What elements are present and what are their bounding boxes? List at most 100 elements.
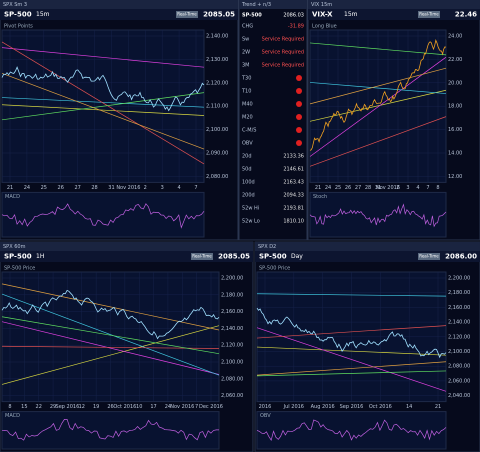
y-label: 22.00 [448, 57, 462, 63]
x-label: 12 [79, 404, 85, 410]
x-label: 24 [24, 185, 30, 191]
x-label: 7 [195, 404, 198, 410]
status-dot [296, 114, 302, 120]
lower-label: MACD [5, 413, 20, 419]
interval: 15m [36, 11, 50, 18]
trend-line [1, 47, 205, 68]
y-label: 2,090.00 [206, 151, 228, 157]
status-dot [296, 88, 302, 94]
row-label: M20 [242, 115, 253, 121]
price: 2085.05 [203, 11, 235, 19]
x-label: 2 [396, 185, 399, 191]
x-label: Sep 2016 [56, 404, 80, 410]
row-label: 20d [242, 154, 252, 160]
trend-line [256, 293, 447, 297]
mode: Real-Time [419, 254, 439, 259]
trend-line [309, 82, 447, 94]
x-label: 22 [36, 404, 42, 410]
mode: Real-Time [192, 254, 212, 259]
x-label: 4 [416, 185, 419, 191]
row-value: 2133.36 [283, 154, 304, 160]
y-label: 2,100.00 [206, 127, 228, 133]
row-label: T10 [241, 89, 251, 95]
mode-button[interactable] [176, 11, 198, 18]
title-bar [308, 0, 480, 9]
y-label: 2,200.00 [221, 276, 243, 282]
trend-line [1, 73, 205, 150]
row-label: 52w Lo [242, 219, 260, 225]
x-label: 24 [165, 404, 171, 410]
x-label: 28 [365, 185, 371, 191]
x-label: 17 [150, 404, 156, 410]
lower-label: Stoch [313, 194, 327, 200]
x-label: 25 [335, 185, 341, 191]
study-label: SP-500 Price [4, 266, 35, 272]
x-label: Nov 2016 [376, 185, 400, 191]
indicator-line [1, 418, 219, 441]
trend-line [1, 345, 220, 349]
x-label: 28 [91, 185, 97, 191]
mode: Real-Time [177, 12, 197, 17]
y-label: 2,200.00 [448, 276, 470, 282]
row-value: 2146.61 [283, 167, 304, 173]
mode-button[interactable] [191, 253, 213, 260]
study-label: SP-500 Price [259, 266, 290, 272]
x-label: 8 [436, 185, 439, 191]
mode-button[interactable] [418, 11, 440, 18]
trend-line [256, 361, 447, 376]
y-label: 12.00 [448, 174, 462, 180]
row-value: Service Required [262, 63, 304, 69]
row-label: Sw [242, 37, 249, 43]
x-label: 3 [406, 185, 409, 191]
row-label: CHG [242, 24, 253, 30]
row-label: M40 [242, 102, 253, 108]
x-label: Oct 2016 [113, 404, 136, 410]
x-label: 2 [144, 185, 147, 191]
row-value: 1810.10 [283, 219, 304, 225]
indicator-line [256, 419, 447, 441]
price: 2086.03 [283, 13, 304, 19]
trend-line [309, 42, 447, 56]
title-bar [0, 0, 238, 9]
lower-label: OBV [260, 413, 271, 419]
x-label: 4 [177, 185, 180, 191]
row-label: T30 [241, 76, 251, 82]
interval: 15m [344, 11, 358, 18]
y-label: 2,140.00 [448, 320, 470, 326]
study-label: Long Blue [312, 24, 337, 30]
y-label: 20.00 [448, 80, 462, 86]
price-line [1, 66, 205, 112]
trend-line [256, 327, 447, 392]
price: 2086.00 [445, 253, 477, 261]
x-label: 26 [345, 185, 351, 191]
price: 2085.05 [218, 253, 250, 261]
x-label: 8 [8, 404, 11, 410]
y-label: 14.00 [448, 151, 462, 157]
trend-line [1, 97, 205, 108]
trend-line [309, 67, 447, 105]
title-bar [0, 242, 253, 251]
header [308, 9, 480, 20]
x-label: 7 [194, 185, 197, 191]
interval: 1H [36, 253, 44, 260]
window-title: SPX Sm 3 [3, 2, 27, 8]
mode-button[interactable] [418, 253, 440, 260]
price-line [256, 307, 447, 359]
symbol: VIX-X [312, 11, 333, 19]
symbol: SP-500 [4, 11, 32, 19]
y-label: 2,180.00 [221, 292, 243, 298]
x-label: 26 [58, 185, 64, 191]
row-label: 52w Hi [242, 206, 259, 212]
header [0, 9, 238, 20]
y-label: 2,080.00 [221, 376, 243, 382]
x-label: 31 [375, 185, 381, 191]
y-label: 2,120.00 [448, 334, 470, 340]
status-dot [296, 101, 302, 107]
title-bar [239, 0, 307, 9]
y-label: 18.00 [448, 104, 462, 110]
x-label: Jul 2016 [283, 404, 304, 410]
x-label: 27 [74, 185, 80, 191]
y-label: 2,130.00 [206, 57, 228, 63]
window-title: Trend + n/3 [241, 2, 271, 8]
